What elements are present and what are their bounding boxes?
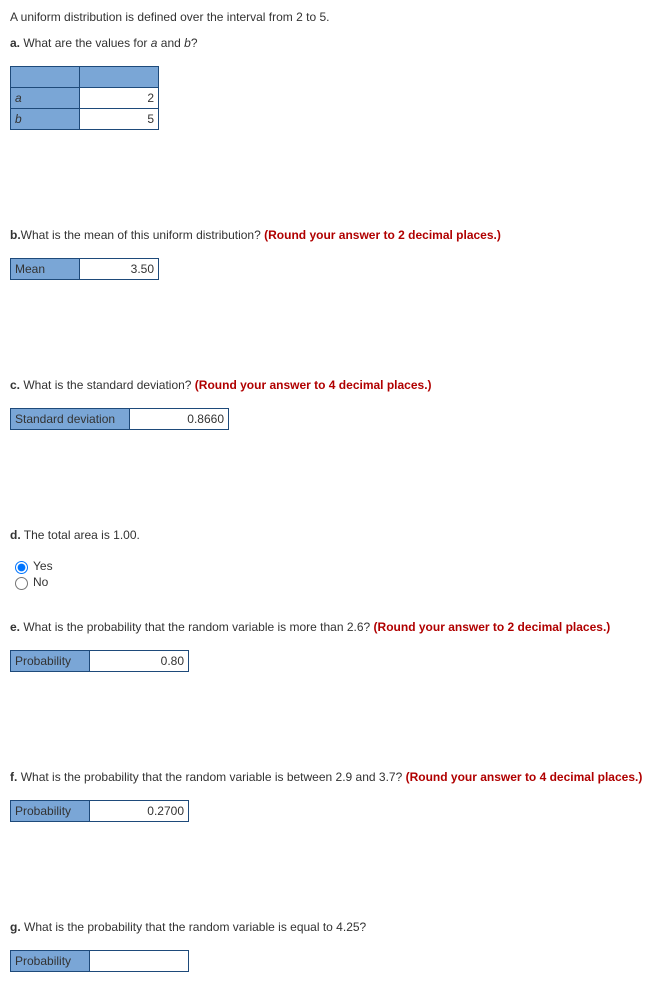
question-g: g. What is the probability that the rand… [10, 920, 662, 934]
table-a-header-value [80, 67, 159, 88]
question-a-tail: ? [191, 36, 198, 50]
cell-label-a: a [11, 88, 80, 109]
question-f-text: What is the probability that the random … [21, 770, 406, 784]
question-d: d. The total area is 1.00. [10, 528, 662, 542]
table-b: Mean 3.50 [10, 258, 159, 280]
cell-label-b: b [11, 109, 80, 130]
table-e: Probability 0.80 [10, 650, 189, 672]
question-e-text: What is the probability that the random … [23, 620, 373, 634]
hint-c: (Round your answer to 4 decimal places.) [195, 378, 432, 392]
table-row: a 2 [11, 88, 159, 109]
question-b-text: What is the mean of this uniform distrib… [21, 228, 264, 242]
cell-value-mean[interactable]: 3.50 [80, 259, 159, 280]
cell-label-prob-f: Probability [11, 801, 90, 822]
table-row: Probability 0.80 [11, 651, 189, 672]
table-row: Probability 0.2700 [11, 801, 189, 822]
question-e: e. What is the probability that the rand… [10, 620, 662, 634]
intro-text: A uniform distribution is defined over t… [10, 10, 662, 24]
question-c-text: What is the standard deviation? [23, 378, 194, 392]
cell-label-prob-g: Probability [11, 951, 90, 972]
table-c: Standard deviation 0.8660 [10, 408, 229, 430]
question-b: b.What is the mean of this uniform distr… [10, 228, 662, 242]
cell-value-stddev[interactable]: 0.8660 [130, 409, 229, 430]
table-row: Probability [11, 951, 189, 972]
table-row: Mean 3.50 [11, 259, 159, 280]
cell-value-b[interactable]: 5 [80, 109, 159, 130]
part-label-e: e. [10, 620, 20, 634]
question-f: f. What is the probability that the rand… [10, 770, 662, 784]
question-d-text: The total area is 1.00. [24, 528, 140, 542]
cell-value-prob-f[interactable]: 0.2700 [90, 801, 189, 822]
radio-no[interactable] [15, 577, 28, 590]
question-a-mid: and [157, 36, 184, 50]
part-label-d: d. [10, 528, 21, 542]
question-g-text: What is the probability that the random … [24, 920, 366, 934]
table-row: Standard deviation 0.8660 [11, 409, 229, 430]
var-b: b [184, 36, 191, 50]
question-c: c. What is the standard deviation? (Roun… [10, 378, 662, 392]
radio-yes-label: Yes [33, 559, 53, 573]
table-a-header-row [11, 67, 159, 88]
hint-e: (Round your answer to 2 decimal places.) [374, 620, 611, 634]
cell-value-a[interactable]: 2 [80, 88, 159, 109]
question-a: a. What are the values for a and b? [10, 36, 662, 50]
cell-value-prob-g[interactable] [90, 951, 189, 972]
radio-group-d: Yes No [10, 558, 662, 590]
table-a-header-label [11, 67, 80, 88]
cell-value-prob-e[interactable]: 0.80 [90, 651, 189, 672]
part-label-a: a. [10, 36, 20, 50]
table-a: a 2 b 5 [10, 66, 159, 130]
part-label-b: b. [10, 228, 21, 242]
radio-no-label: No [33, 575, 48, 589]
table-g: Probability [10, 950, 189, 972]
cell-label-prob-e: Probability [11, 651, 90, 672]
cell-label-stddev: Standard deviation [11, 409, 130, 430]
part-label-c: c. [10, 378, 20, 392]
table-row: b 5 [11, 109, 159, 130]
part-label-f: f. [10, 770, 17, 784]
cell-label-mean: Mean [11, 259, 80, 280]
table-f: Probability 0.2700 [10, 800, 189, 822]
part-label-g: g. [10, 920, 21, 934]
question-a-text: What are the values for [23, 36, 150, 50]
hint-b: (Round your answer to 2 decimal places.) [264, 228, 501, 242]
hint-f: (Round your answer to 4 decimal places.) [406, 770, 643, 784]
radio-yes[interactable] [15, 561, 28, 574]
